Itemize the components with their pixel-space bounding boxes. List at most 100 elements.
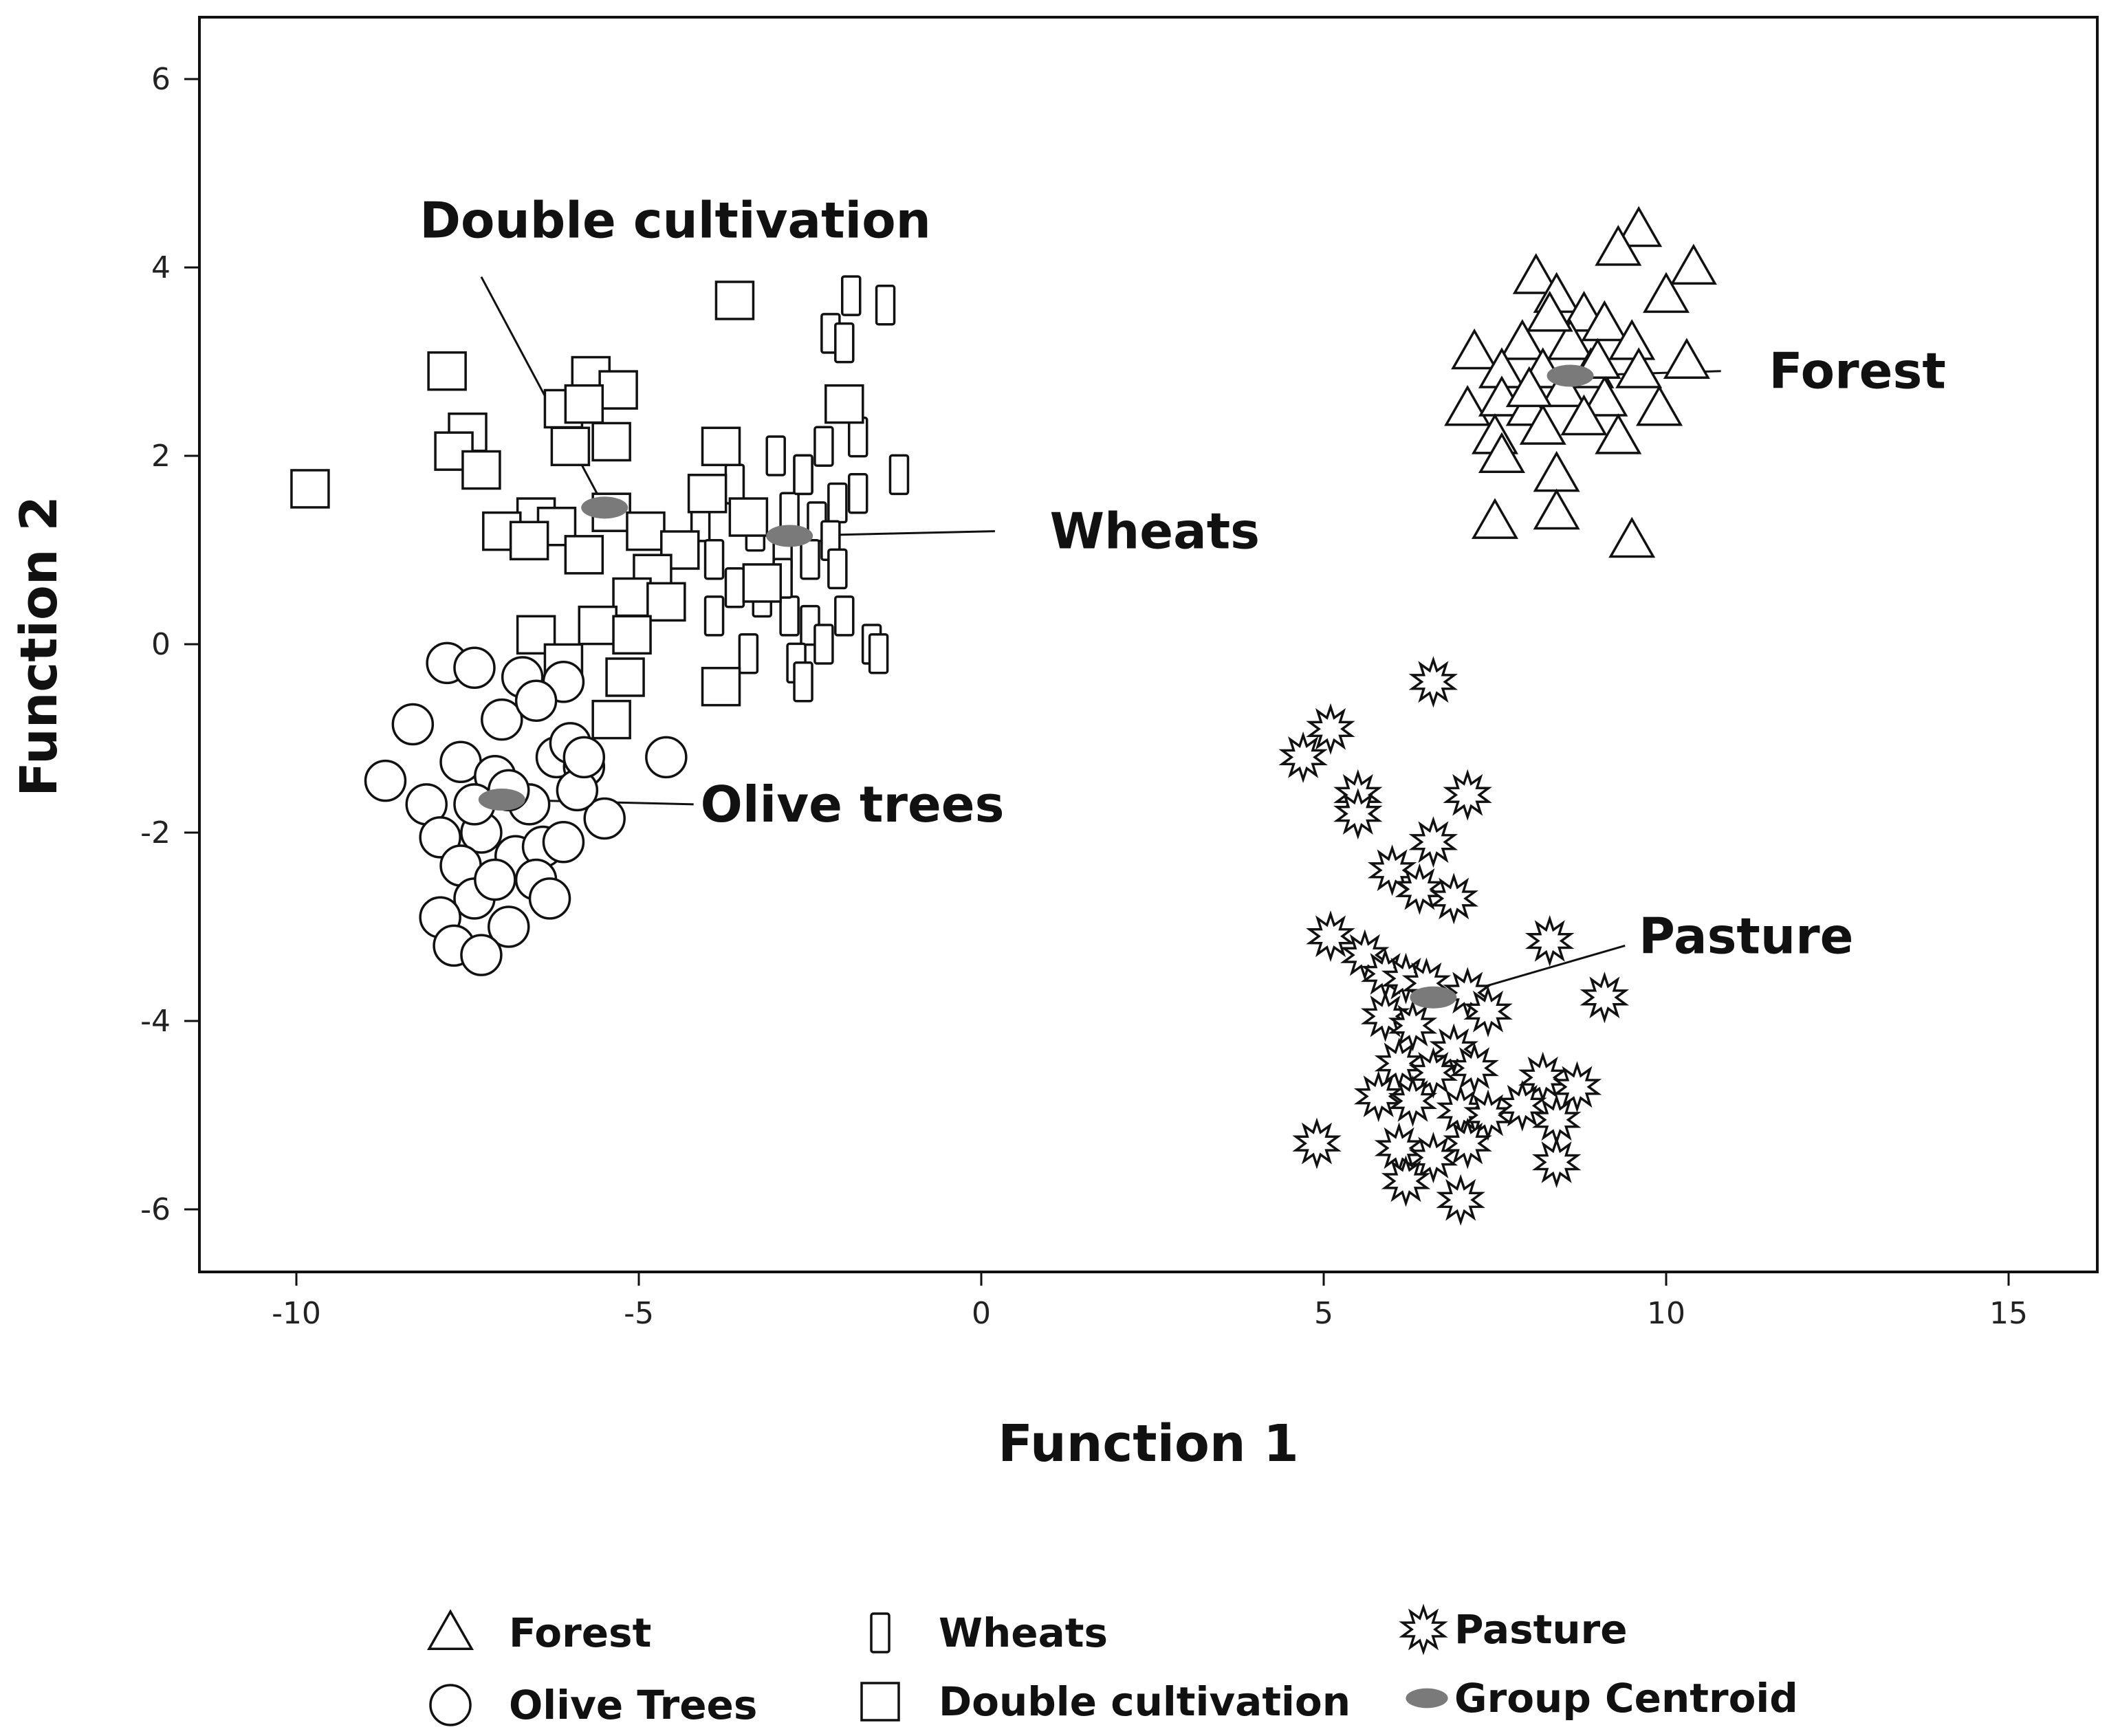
pasture-point — [1388, 1000, 1438, 1052]
olive-trees-centroid — [478, 789, 525, 811]
y-tick-label: 0 — [151, 627, 171, 662]
x-axis-title: Function 1 — [998, 1414, 1299, 1473]
double-cultivation-point — [564, 384, 604, 424]
narrow-rect-legend-icon — [870, 1612, 890, 1653]
y-tick-label: 2 — [151, 439, 171, 474]
x-axis: -10 -5 0 5 10 15 — [272, 1272, 2028, 1331]
double-cultivation-point — [612, 577, 652, 617]
forest-point — [1581, 375, 1628, 417]
forest-point — [1498, 319, 1546, 360]
forest-point — [1519, 404, 1566, 445]
pasture-point — [1374, 1037, 1424, 1090]
forest-point — [1533, 488, 1580, 530]
pasture-point — [1292, 1117, 1342, 1169]
double-cultivation-point — [612, 615, 652, 655]
forest-point — [1608, 516, 1656, 558]
double-cultivation-point — [605, 657, 645, 697]
annotation-label: Pasture — [1639, 908, 1853, 965]
forest-point — [1608, 319, 1656, 360]
forest-point — [1444, 384, 1491, 426]
pasture-point — [1395, 863, 1445, 915]
y-tick-label: -4 — [140, 1004, 171, 1039]
olive-trees-point — [583, 797, 626, 840]
pasture-centroid — [1410, 986, 1457, 1009]
wheats-point — [834, 322, 855, 364]
y-axis: 6 4 2 0 -2 -4 -6 — [140, 62, 199, 1227]
wheats-point — [875, 285, 896, 326]
olive-trees-point — [364, 759, 407, 802]
wheats-centroid — [766, 525, 813, 547]
forest-point — [1663, 338, 1710, 379]
pasture-point — [1443, 1117, 1492, 1169]
olive-trees-point — [528, 877, 571, 920]
forest-point — [1642, 272, 1690, 314]
double-cultivation-point — [591, 421, 631, 462]
forest-point — [1636, 384, 1683, 426]
forest-point — [1526, 290, 1573, 332]
wheats-point — [779, 595, 800, 637]
double-cultivation-point — [598, 370, 638, 410]
olive-trees-point — [474, 858, 516, 901]
wheats-point — [847, 473, 868, 514]
annotation-label: Olive trees — [701, 776, 1005, 833]
star-legend-icon — [1399, 1603, 1448, 1656]
legend-item: Wheats — [870, 1609, 1108, 1656]
wheats-point — [813, 624, 834, 665]
annotation-label: Wheats — [1050, 503, 1260, 560]
olive-trees-point — [453, 646, 496, 689]
pasture-point — [1353, 1070, 1403, 1123]
olive-trees-point — [562, 736, 606, 779]
y-tick-label: -6 — [140, 1192, 171, 1227]
legend-label: Forest — [509, 1609, 651, 1656]
double-cultivation-point — [591, 699, 631, 740]
triangle-legend-icon — [426, 1609, 474, 1650]
pasture-point — [1436, 1174, 1485, 1226]
legend-label: Group Centroid — [1454, 1675, 1798, 1722]
double-cultivation-point — [714, 281, 755, 320]
legend-item: Olive Trees — [429, 1682, 757, 1728]
x-tick-label: 0 — [972, 1296, 991, 1331]
olive-trees-point — [481, 698, 523, 741]
double-cultivation-point — [626, 511, 666, 551]
double-cultivation-point — [701, 426, 741, 467]
pasture-point — [1381, 1155, 1431, 1207]
legend-item: Group Centroid — [1406, 1675, 1798, 1722]
wheats-point — [834, 595, 855, 637]
legend-label: Pasture — [1454, 1606, 1628, 1653]
pasture-point — [1450, 1042, 1499, 1095]
double-cultivation-point — [687, 474, 728, 514]
y-tick-label: 4 — [151, 250, 171, 285]
double-cultivation-point — [646, 582, 686, 622]
group-centroids — [478, 364, 1594, 1009]
double-cultivation-point — [701, 666, 741, 707]
pasture-point — [1531, 1136, 1582, 1189]
forest-point — [1595, 225, 1642, 266]
pasture-point — [1408, 816, 1458, 868]
centroid-legend-icon — [1406, 1688, 1448, 1708]
pasture-point — [1443, 769, 1492, 821]
wheats-point — [793, 454, 813, 496]
forest-point — [1670, 243, 1717, 285]
double-cultivation-point — [742, 563, 783, 603]
forest-centroid — [1547, 364, 1594, 387]
double-cultivation-point — [578, 605, 618, 646]
double-cultivation-point — [427, 351, 467, 391]
forest-point — [1547, 319, 1594, 360]
legend-label: Double cultivation — [939, 1678, 1351, 1725]
x-tick-label: -10 — [272, 1296, 321, 1331]
wheats-point — [888, 454, 910, 496]
pasture-point — [1429, 872, 1479, 925]
forest-point — [1505, 366, 1553, 408]
pasture-point — [1408, 656, 1458, 708]
wheats-point — [738, 633, 759, 674]
wheats-point — [793, 661, 813, 703]
annotation-label: Double cultivation — [419, 192, 931, 250]
forest-point — [1581, 300, 1628, 342]
pasture-point — [1463, 985, 1513, 1037]
forest-point — [1540, 366, 1587, 408]
legend: Forest Wheats Pasture Olive Trees Double cul… — [426, 1603, 1798, 1728]
wheats-point — [703, 538, 725, 580]
olive-trees-point — [460, 934, 503, 976]
wheats-point — [827, 548, 848, 590]
